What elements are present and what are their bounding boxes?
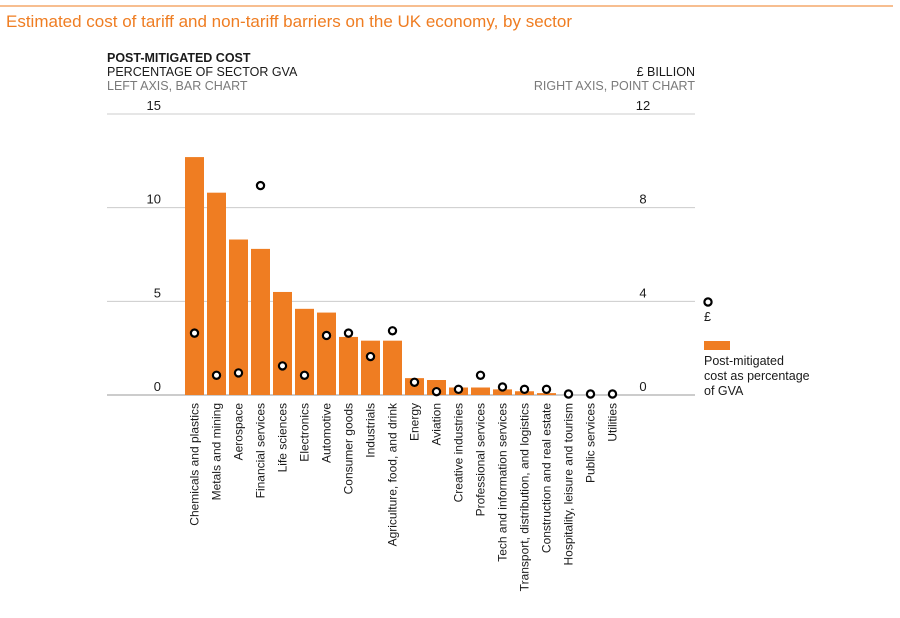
- gridlines: [107, 113, 695, 396]
- right-tick-label: 0: [639, 379, 646, 394]
- point: [431, 386, 442, 397]
- right-axis-header-note: RIGHT AXIS, POINT CHART: [534, 79, 696, 93]
- point: [387, 326, 398, 336]
- bar: [317, 312, 336, 395]
- left-tick-label: 0: [154, 379, 161, 394]
- right-tick-label: 8: [639, 192, 646, 207]
- point: [519, 384, 530, 395]
- point: [497, 382, 508, 392]
- bar: [361, 340, 380, 395]
- category-label: Professional services: [474, 403, 488, 516]
- bar: [537, 393, 556, 395]
- left-axis-header-title: POST-MITIGATED COST: [107, 51, 251, 65]
- left-axis-ticks: 0 5 10 15: [147, 98, 161, 394]
- category-label: Metals and mining: [210, 403, 224, 500]
- bar: [339, 336, 358, 395]
- category-labels: Chemicals and plastics Metals and mining A…: [188, 402, 620, 591]
- category-label: Transport, distribution, and logistics: [518, 403, 532, 591]
- category-label: Creative industries: [452, 403, 466, 502]
- point: [475, 370, 486, 380]
- category-label: Life sciences: [276, 403, 290, 472]
- category-label: Tech and information services: [496, 403, 510, 562]
- legend-bar-label-line-3: of GVA: [704, 384, 744, 398]
- right-tick-label: 12: [636, 98, 650, 113]
- legend-point-marker: [703, 297, 713, 307]
- point: [585, 389, 596, 399]
- bar: [229, 239, 248, 395]
- category-label: Industrials: [364, 403, 378, 458]
- left-tick-label: 5: [154, 285, 161, 300]
- point: [321, 330, 332, 341]
- legend-bar-label-line-2: cost as percentage: [704, 369, 810, 383]
- category-label: Hospitality, leisure and tourism: [562, 403, 576, 566]
- category-label: Electronics: [298, 403, 312, 462]
- chart-title: Estimated cost of tariff and non-tariff …: [6, 12, 572, 31]
- point: [453, 384, 464, 395]
- point: [365, 351, 376, 362]
- bar: [295, 308, 314, 395]
- left-axis-header-note: LEFT AXIS, BAR CHART: [107, 79, 248, 93]
- legend-point-label: £: [704, 310, 711, 324]
- category-label: Automotive: [320, 403, 334, 463]
- right-axis-header-title: £ BILLION: [637, 65, 695, 79]
- bar-series: [185, 157, 556, 395]
- point: [277, 361, 288, 371]
- category-label: Consumer goods: [342, 403, 356, 494]
- point: [409, 377, 420, 387]
- point: [607, 389, 618, 399]
- bar: [493, 389, 512, 395]
- point: [299, 370, 310, 380]
- bar: [471, 387, 490, 395]
- right-axis-ticks: 0 4 8 12: [636, 98, 650, 394]
- bar: [273, 291, 292, 395]
- right-tick-label: 4: [639, 285, 646, 300]
- point: [541, 384, 552, 395]
- bar: [185, 157, 204, 395]
- point: [343, 328, 354, 338]
- category-label: Public services: [584, 403, 598, 483]
- point: [211, 370, 222, 380]
- category-label: Financial services: [254, 403, 268, 498]
- category-label: Construction and real estate: [540, 403, 554, 553]
- point-series: [189, 180, 618, 399]
- category-label: Aerospace: [232, 403, 246, 461]
- left-tick-label: 10: [147, 192, 161, 207]
- bar: [251, 248, 270, 395]
- category-label: Utilities: [606, 403, 620, 442]
- left-axis-header-subtitle: PERCENTAGE OF SECTOR GVA: [107, 65, 298, 79]
- point: [563, 389, 574, 399]
- category-label: Agriculture, food, and drink: [386, 402, 400, 546]
- left-tick-label: 15: [147, 98, 161, 113]
- point: [233, 368, 244, 378]
- category-label: Aviation: [430, 403, 444, 445]
- bar: [383, 340, 402, 395]
- bar: [207, 192, 226, 395]
- legend-bar-label-line-1: Post-mitigated: [704, 354, 784, 368]
- point: [255, 180, 266, 191]
- category-label: Chemicals and plastics: [188, 403, 202, 526]
- legend: £ Post-mitigated cost as percentage of G…: [703, 297, 810, 398]
- legend-bar-swatch: [704, 341, 730, 350]
- point: [189, 328, 200, 338]
- category-label: Energy: [408, 403, 422, 441]
